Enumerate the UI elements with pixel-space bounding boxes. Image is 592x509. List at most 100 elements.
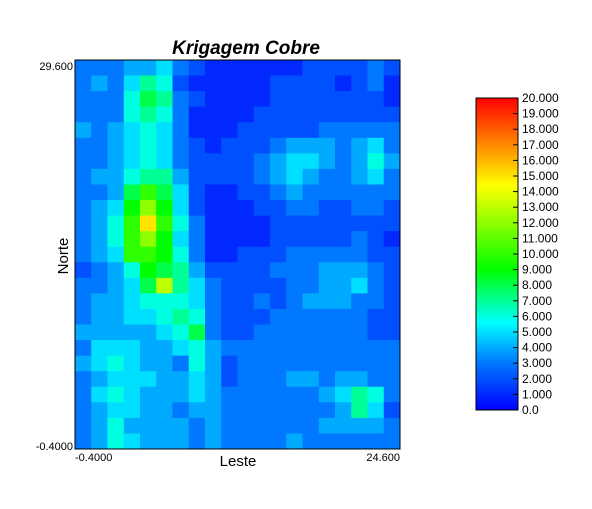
heatmap-cell xyxy=(189,247,206,263)
heatmap-cell xyxy=(286,200,303,216)
heatmap-cell xyxy=(368,418,385,434)
heatmap-cell xyxy=(108,184,125,200)
heatmap-cell xyxy=(75,231,92,247)
heatmap-cell xyxy=(75,387,92,403)
heatmap-cell xyxy=(75,356,92,372)
heatmap-cell xyxy=(368,387,385,403)
heatmap-cell xyxy=(303,138,320,154)
heatmap-cell xyxy=(368,76,385,92)
heatmap-cell xyxy=(254,91,271,107)
heatmap-cell xyxy=(384,91,401,107)
heatmap-cell xyxy=(75,216,92,232)
heatmap-cell xyxy=(335,138,352,154)
heatmap-cell xyxy=(140,184,157,200)
heatmap-cell xyxy=(384,76,401,92)
heatmap-cell xyxy=(221,91,238,107)
heatmap-cell xyxy=(189,325,206,341)
heatmap-cell xyxy=(351,184,368,200)
colorbar-tick-label: 17.000 xyxy=(522,138,559,152)
heatmap-cell xyxy=(108,387,125,403)
heatmap-cell xyxy=(108,138,125,154)
heatmap-cell xyxy=(156,153,173,169)
heatmap-cell xyxy=(189,433,206,449)
heatmap-cell xyxy=(335,325,352,341)
heatmap-cell xyxy=(140,309,157,325)
heatmap-cell xyxy=(351,107,368,123)
heatmap-cell xyxy=(351,247,368,263)
heatmap-cell xyxy=(384,231,401,247)
heatmap-cell xyxy=(384,293,401,309)
heatmap-cell xyxy=(108,216,125,232)
heatmap-cell xyxy=(91,60,108,76)
heatmap-cell xyxy=(91,138,108,154)
heatmap-cell xyxy=(254,340,271,356)
heatmap-cell xyxy=(124,387,141,403)
heatmap-cell xyxy=(124,433,141,449)
heatmap-cell xyxy=(319,278,336,294)
heatmap-cell xyxy=(156,433,173,449)
heatmap-cell xyxy=(351,418,368,434)
y-tick-top: 29.600 xyxy=(39,61,73,73)
heatmap-cell xyxy=(286,184,303,200)
colorbar-tick-label: 1.000 xyxy=(522,387,552,401)
heatmap-cell xyxy=(286,340,303,356)
x-axis-label: Leste xyxy=(220,453,257,470)
heatmap-cell xyxy=(319,76,336,92)
heatmap-cell xyxy=(286,169,303,185)
heatmap-cell xyxy=(140,387,157,403)
heatmap-cell xyxy=(270,76,287,92)
heatmap-cell xyxy=(238,247,255,263)
heatmap-cell xyxy=(238,216,255,232)
heatmap-cell xyxy=(221,153,238,169)
heatmap-cell xyxy=(238,293,255,309)
heatmap-cell xyxy=(319,231,336,247)
heatmap-cell xyxy=(221,247,238,263)
heatmap-cell xyxy=(254,356,271,372)
heatmap-cell xyxy=(173,60,190,76)
heatmap-cell xyxy=(221,325,238,341)
heatmap-cell xyxy=(108,293,125,309)
heatmap-cell xyxy=(319,309,336,325)
colorbar-tick-label: 0.0 xyxy=(522,403,539,417)
heatmap-cell xyxy=(124,356,141,372)
heatmap-cell xyxy=(335,153,352,169)
heatmap-cell xyxy=(254,278,271,294)
heatmap-cell xyxy=(205,184,222,200)
heatmap-cell xyxy=(238,309,255,325)
heatmap-cell xyxy=(189,184,206,200)
heatmap-cell xyxy=(205,371,222,387)
heatmap-cell xyxy=(75,107,92,123)
heatmap-cell xyxy=(368,153,385,169)
heatmap-cell xyxy=(335,200,352,216)
heatmap-cell xyxy=(319,402,336,418)
heatmap-cell xyxy=(254,184,271,200)
heatmap-cell xyxy=(303,107,320,123)
heatmap-cell xyxy=(173,247,190,263)
heatmap-cell xyxy=(205,325,222,341)
heatmap-cell xyxy=(238,387,255,403)
heatmap-cell xyxy=(91,371,108,387)
heatmap-cell xyxy=(75,418,92,434)
heatmap-cell xyxy=(270,418,287,434)
heatmap-cell xyxy=(108,309,125,325)
y-axis-label: Norte xyxy=(55,238,72,275)
heatmap-cell xyxy=(108,340,125,356)
heatmap-cell xyxy=(156,138,173,154)
heatmap-cell xyxy=(351,387,368,403)
heatmap-cell xyxy=(335,76,352,92)
heatmap-cell xyxy=(270,278,287,294)
heatmap-cell xyxy=(368,325,385,341)
heatmap-cell xyxy=(205,309,222,325)
heatmap-cell xyxy=(270,309,287,325)
heatmap-cell xyxy=(91,309,108,325)
heatmap-cell xyxy=(351,200,368,216)
colorbar-tick-label: 2.000 xyxy=(522,372,552,386)
heatmap-cell xyxy=(286,138,303,154)
heatmap-cell xyxy=(108,418,125,434)
heatmap-cell xyxy=(303,122,320,138)
heatmap-cell xyxy=(319,433,336,449)
heatmap-cell xyxy=(91,402,108,418)
heatmap-cell xyxy=(124,247,141,263)
heatmap-cell xyxy=(124,153,141,169)
